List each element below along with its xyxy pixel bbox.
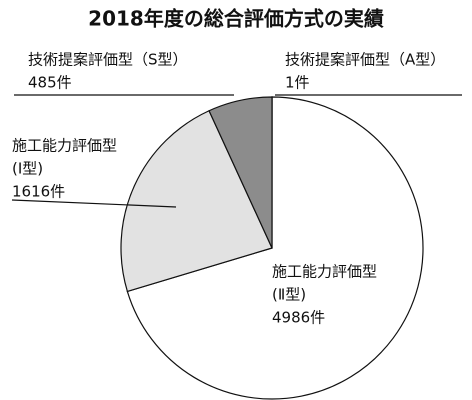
chart-title: 2018年度の総合評価方式の実績: [88, 7, 384, 31]
pie-slice: [208, 96, 273, 249]
value-label: 485件: [28, 74, 72, 92]
value-label: 1616件: [12, 183, 65, 201]
slice-label: 施工能力評価型: [272, 263, 377, 281]
value-label: 1件: [285, 74, 310, 92]
leader-line: [11, 199, 177, 208]
slice-label: 技術提案評価型（S型）: [28, 51, 188, 69]
slice-label: (Ⅰ型): [12, 160, 43, 178]
pie-slice: [120, 109, 273, 293]
slice-label: (Ⅱ型): [272, 286, 306, 304]
value-label: 4986件: [272, 309, 325, 327]
pie-slice: [126, 96, 424, 400]
slice-label: 技術提案評価型（A型）: [285, 51, 445, 69]
pie: [120, 96, 424, 400]
slice-label: 施工能力評価型: [12, 137, 117, 155]
